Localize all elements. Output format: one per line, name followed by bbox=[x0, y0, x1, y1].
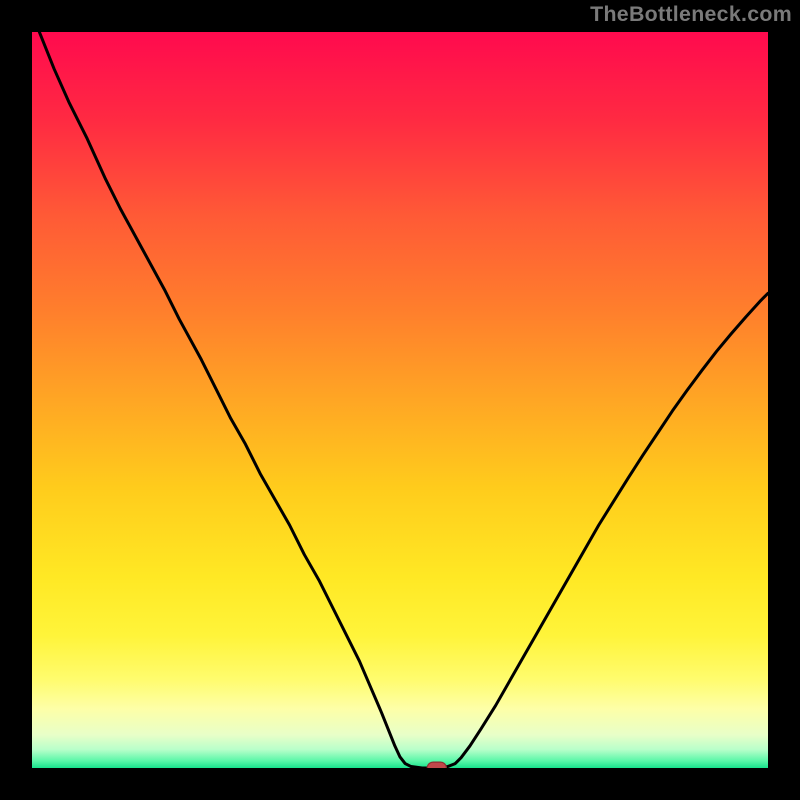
plot-area bbox=[32, 32, 768, 768]
optimum-marker bbox=[427, 762, 446, 768]
chart-svg bbox=[32, 32, 768, 768]
chart-frame: TheBottleneck.com bbox=[0, 0, 800, 800]
plot-background bbox=[32, 32, 768, 768]
watermark-text: TheBottleneck.com bbox=[590, 2, 792, 27]
